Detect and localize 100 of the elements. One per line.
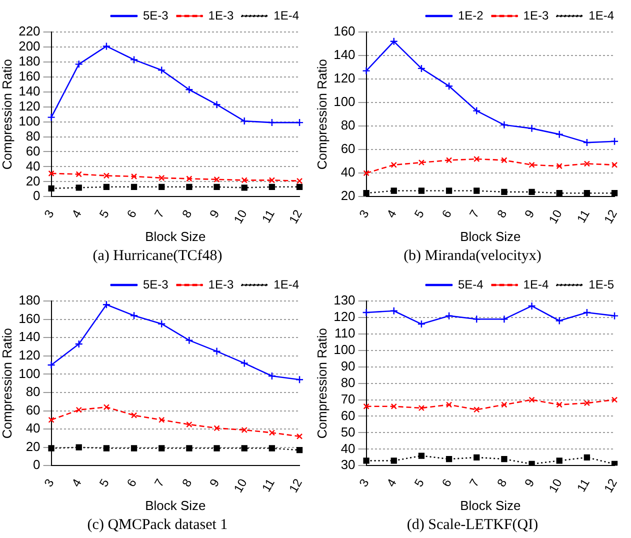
point	[212, 347, 221, 356]
point	[584, 400, 590, 406]
legend-label: 1E-2	[458, 8, 484, 22]
point	[48, 445, 54, 452]
point	[528, 302, 536, 310]
legend-label: 5E-3	[142, 8, 169, 22]
x-tick-label: 8	[179, 476, 195, 490]
y-tick-label: 100	[334, 94, 356, 110]
point	[418, 452, 425, 459]
point	[472, 315, 481, 324]
point	[130, 445, 138, 452]
point	[214, 445, 220, 452]
point	[214, 425, 220, 432]
point	[214, 176, 220, 183]
point	[390, 162, 397, 168]
point	[500, 315, 508, 324]
point	[48, 185, 54, 192]
point	[556, 190, 562, 196]
legend-label: 5E-4	[458, 277, 484, 292]
legend-label: 1E-4	[588, 8, 614, 22]
x-tick-label: 9	[522, 476, 538, 490]
x-tick-label: 6	[124, 207, 140, 220]
x-tick-label: 11	[259, 207, 278, 226]
point	[241, 184, 248, 191]
x-tick-label: 6	[124, 476, 140, 490]
x-tick-label: 7	[466, 207, 482, 220]
point	[158, 416, 165, 423]
y-tick-label: 70	[340, 391, 356, 406]
point	[76, 444, 82, 450]
point	[446, 456, 452, 462]
point	[584, 160, 590, 167]
point	[103, 445, 110, 452]
point	[214, 184, 220, 190]
point	[472, 106, 481, 115]
legend-label: 5E-3	[142, 277, 169, 292]
point	[582, 138, 592, 147]
point	[390, 306, 398, 315]
x-tick-label: 10	[546, 207, 565, 226]
y-tick-label: 80	[26, 384, 40, 400]
point	[418, 159, 425, 166]
x-tick-label: 12	[286, 207, 306, 226]
point	[611, 460, 618, 466]
point	[474, 454, 480, 460]
point	[444, 312, 454, 320]
x-tick-label: 10	[546, 476, 565, 495]
point	[474, 406, 480, 413]
point	[501, 188, 508, 196]
point	[556, 162, 562, 170]
point	[268, 118, 276, 127]
point	[185, 336, 194, 344]
y-tick-label: 20	[26, 438, 40, 454]
point	[296, 184, 303, 190]
y-tick-label: 120	[334, 70, 356, 86]
point	[48, 170, 54, 177]
y-axis-title: Compression Ratio	[314, 59, 330, 170]
y-tick-label: 60	[26, 402, 40, 418]
x-tick-label: 3	[356, 476, 372, 490]
point	[186, 184, 192, 190]
y-tick-label: 130	[334, 292, 356, 308]
point	[446, 402, 452, 408]
y-tick-label: 0	[33, 457, 40, 472]
x-tick-label: 4	[384, 207, 400, 220]
point	[528, 162, 535, 168]
x-tick-label: 8	[494, 476, 510, 490]
x-tick-label: 5	[411, 207, 428, 220]
y-tick-label: 160	[334, 24, 356, 39]
point	[362, 308, 370, 317]
point	[103, 184, 110, 190]
point	[103, 404, 110, 410]
x-tick-label: 11	[574, 207, 593, 226]
y-axis-title: Compression Ratio	[0, 328, 14, 439]
point	[130, 312, 138, 320]
point	[186, 445, 192, 452]
point	[158, 66, 166, 74]
y-axis-title: Compression Ratio	[314, 328, 330, 439]
x-axis-title: Block Size	[460, 228, 521, 244]
y-tick-label: 0	[33, 188, 40, 204]
point	[610, 312, 619, 320]
y-tick-label: 90	[340, 358, 356, 374]
point	[186, 421, 192, 428]
y-tick-label: 80	[340, 374, 356, 390]
y-axis-title: Compression Ratio	[0, 59, 14, 170]
point	[76, 171, 82, 178]
point	[158, 320, 166, 328]
point	[390, 37, 398, 46]
y-tick-label: 60	[340, 141, 356, 156]
point	[186, 176, 192, 182]
point	[418, 188, 425, 194]
point	[444, 82, 454, 90]
point	[390, 458, 397, 464]
y-tick-label: 220	[18, 24, 40, 39]
point	[296, 447, 303, 454]
point	[418, 404, 425, 412]
x-tick-label: 12	[601, 207, 620, 226]
point	[268, 177, 276, 184]
point	[417, 64, 426, 73]
point	[241, 426, 248, 434]
point	[241, 445, 248, 452]
y-tick-label: 80	[26, 128, 40, 144]
x-tick-label: 6	[439, 476, 455, 490]
